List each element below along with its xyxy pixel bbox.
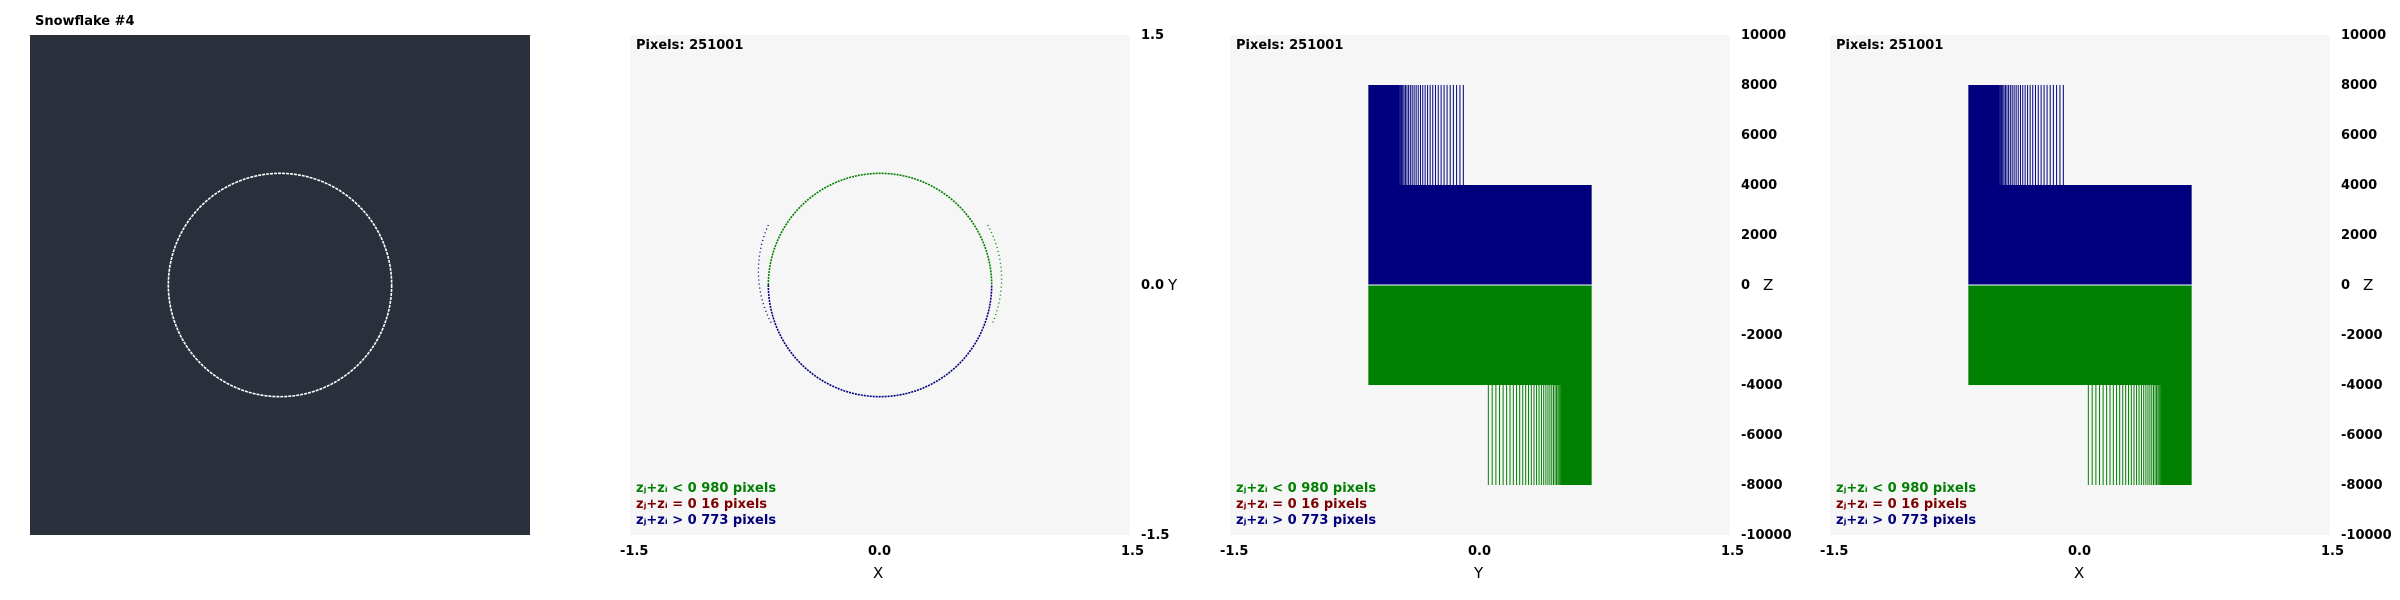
y-tick-label: 0.0	[1141, 278, 1165, 293]
y-tick-label: 1.5	[1141, 28, 1165, 43]
x-tick-label: -1.5	[1220, 544, 1249, 559]
legend-item-zero: zⱼ+zᵢ = 0 16 pixels	[1236, 497, 1368, 512]
bar-negative-1	[1563, 385, 1592, 485]
z-axis-label: Z	[2363, 276, 2374, 294]
plot-yz: Pixels: 251001 zⱼ+zᵢ < 0 980 pixels zⱼ+z…	[1230, 35, 1730, 535]
x-tick-label: -1.5	[620, 544, 649, 559]
z-tick-label: 2000	[2341, 228, 2378, 243]
x-axis-label: X	[2074, 564, 2085, 582]
legend-item-positive: zⱼ+zᵢ > 0 773 pixels	[636, 513, 777, 528]
legend: zⱼ+zᵢ < 0 980 pixels zⱼ+zᵢ = 0 16 pixels…	[1836, 481, 1976, 529]
z-tick-label: -4000	[1741, 378, 1783, 393]
x-tick-label: 0.0	[1468, 544, 1492, 559]
legend-item-positive: zⱼ+zᵢ > 0 773 pixels	[1836, 513, 1977, 528]
plot-xy-svg	[757, 172, 1003, 398]
z-tick-label: -8000	[2341, 478, 2383, 493]
z-tick-label: 10000	[1741, 28, 1787, 43]
pixels-count: Pixels: 251001	[636, 38, 744, 53]
z-tick-label: 4000	[1741, 178, 1778, 193]
z-tick-label: 10000	[2341, 28, 2387, 43]
x-axis-label: X	[873, 564, 884, 582]
legend-item-negative: zⱼ+zᵢ < 0 980 pixels	[636, 481, 777, 496]
plot-xz-svg	[1968, 85, 2192, 485]
y-axis-label: Y	[1168, 276, 1178, 294]
bar-negative-0	[1968, 285, 2192, 385]
x-tick-label: 1.5	[1721, 544, 1745, 559]
z-tick-label: 8000	[1741, 78, 1778, 93]
series-positive-mixed	[757, 224, 773, 326]
snowflake-background	[30, 35, 530, 535]
x-tick-label: 1.5	[2321, 544, 2345, 559]
legend-item-negative: zⱼ+zᵢ < 0 980 pixels	[1236, 481, 1377, 496]
bar-positive-1	[1968, 85, 1997, 185]
x-tick-label: 1.5	[1121, 544, 1145, 559]
z-tick-label: 6000	[1741, 128, 1778, 143]
z-tick-label: -6000	[2341, 428, 2383, 443]
z-tick-label: -6000	[1741, 428, 1783, 443]
z-tick-label: 4000	[2341, 178, 2378, 193]
plot-xz: Pixels: 251001 zⱼ+zᵢ < 0 980 pixels zⱼ+z…	[1830, 35, 2330, 535]
plot-yz-svg	[1368, 85, 1592, 485]
bar-positive-1	[1368, 85, 1397, 185]
legend-item-negative: zⱼ+zᵢ < 0 980 pixels	[1836, 481, 1977, 496]
z-tick-label: -10000	[1741, 528, 1792, 543]
z-tick-label: -2000	[2341, 328, 2383, 343]
snowflake-title: Snowflake #4	[35, 14, 135, 29]
bar-negative-0	[1368, 285, 1592, 385]
bar-positive-0	[1968, 185, 2192, 285]
legend-item-positive: zⱼ+zᵢ > 0 773 pixels	[1236, 513, 1377, 528]
bar-negative-1	[2163, 385, 2192, 485]
snowflake-outline	[167, 172, 393, 398]
z-tick-label: -2000	[1741, 328, 1783, 343]
x-axis-label: Y	[1474, 564, 1484, 582]
series-negative-mixed	[987, 224, 1003, 326]
snowflake-image	[30, 35, 530, 535]
plot-xy: Pixels: 251001 zⱼ+zᵢ < 0 980 pixels zⱼ+z…	[630, 35, 1130, 535]
z-tick-label: -8000	[1741, 478, 1783, 493]
legend-item-zero: zⱼ+zᵢ = 0 16 pixels	[1836, 497, 1968, 512]
pixels-count: Pixels: 251001	[1836, 38, 1944, 53]
legend: zⱼ+zᵢ < 0 980 pixels zⱼ+zᵢ = 0 16 pixels…	[636, 481, 776, 529]
z-tick-label: 8000	[2341, 78, 2378, 93]
legend: zⱼ+zᵢ < 0 980 pixels zⱼ+zᵢ = 0 16 pixels…	[1236, 481, 1376, 529]
legend-item-zero: zⱼ+zᵢ = 0 16 pixels	[636, 497, 768, 512]
z-axis-label: Z	[1763, 276, 1774, 294]
z-tick-label: 0	[2341, 278, 2351, 293]
z-tick-label: 6000	[2341, 128, 2378, 143]
y-tick-label: -1.5	[1141, 528, 1170, 543]
z-tick-label: 0	[1741, 278, 1751, 293]
z-tick-label: -10000	[2341, 528, 2392, 543]
snowflake-svg	[30, 35, 530, 535]
series-positive-arc	[767, 284, 993, 398]
series-negative-arc	[767, 172, 993, 286]
z-tick-label: -4000	[2341, 378, 2383, 393]
bar-positive-0	[1368, 185, 1592, 285]
z-tick-label: 2000	[1741, 228, 1778, 243]
pixels-count: Pixels: 251001	[1236, 38, 1344, 53]
x-tick-label: 0.0	[868, 544, 892, 559]
x-tick-label: 0.0	[2068, 544, 2092, 559]
x-tick-label: -1.5	[1820, 544, 1849, 559]
